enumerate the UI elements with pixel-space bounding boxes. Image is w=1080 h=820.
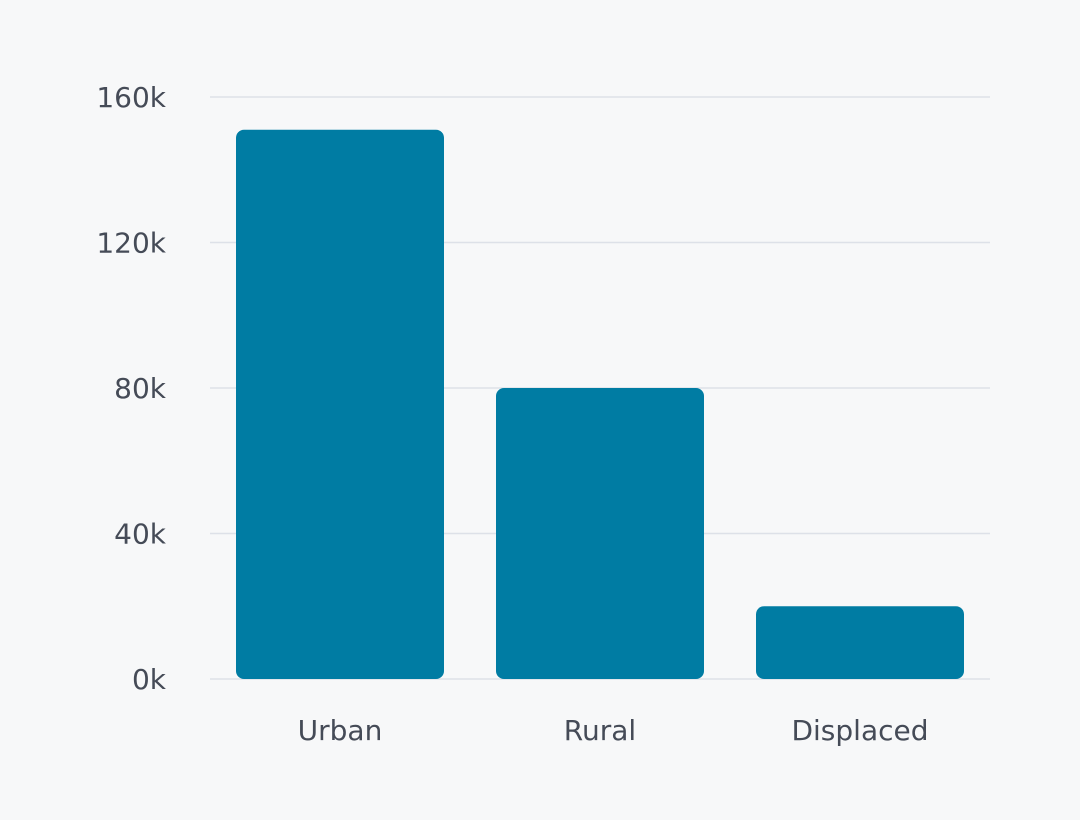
bars xyxy=(236,129,964,680)
y-axis-ticks: 0k 40k 80k 120k 160k xyxy=(96,81,166,696)
x-tick-label: Displaced xyxy=(791,714,928,747)
bar-rural xyxy=(496,388,704,679)
bar-urban xyxy=(236,129,444,680)
x-axis-ticks: Urban Rural Displaced xyxy=(298,714,929,747)
y-tick-label: 40k xyxy=(114,518,167,551)
y-tick-label: 80k xyxy=(114,372,167,405)
x-tick-label: Urban xyxy=(298,714,383,747)
y-tick-label: 120k xyxy=(96,227,166,260)
y-tick-label: 160k xyxy=(96,81,166,114)
x-tick-label: Rural xyxy=(564,714,636,747)
bar-displaced xyxy=(756,606,964,679)
y-tick-label: 0k xyxy=(132,663,167,696)
